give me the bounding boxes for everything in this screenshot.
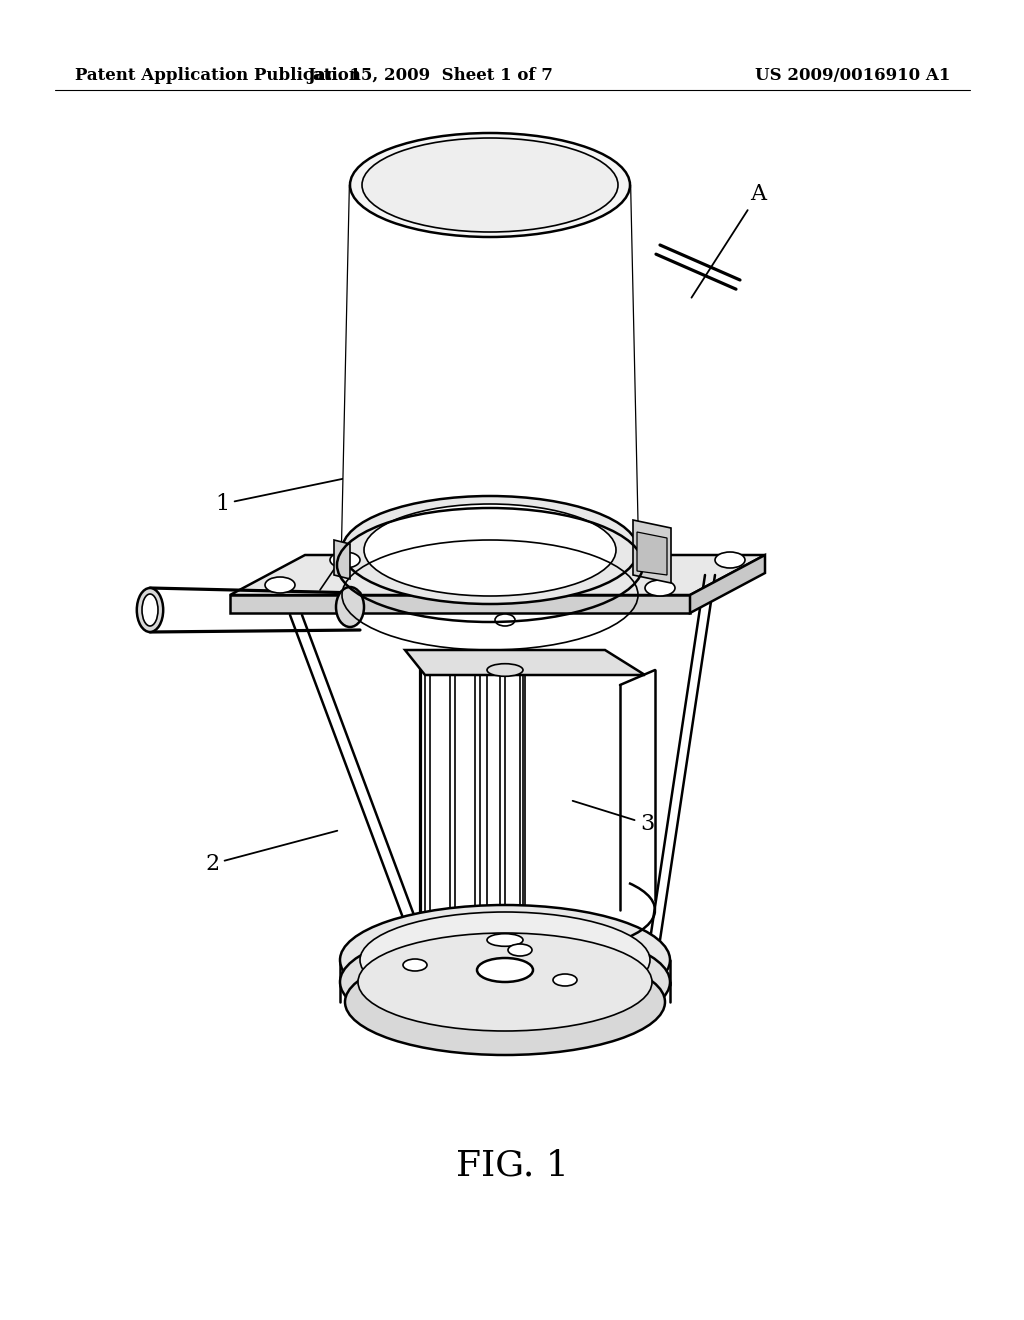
Polygon shape	[406, 649, 645, 675]
Ellipse shape	[362, 139, 618, 232]
Polygon shape	[334, 540, 350, 579]
Ellipse shape	[487, 664, 523, 676]
Polygon shape	[342, 185, 638, 550]
Text: 3: 3	[572, 801, 654, 836]
Ellipse shape	[345, 949, 665, 1055]
Ellipse shape	[495, 614, 515, 626]
Polygon shape	[690, 554, 765, 612]
Ellipse shape	[360, 912, 650, 1008]
Text: Jan. 15, 2009  Sheet 1 of 7: Jan. 15, 2009 Sheet 1 of 7	[307, 66, 553, 83]
Ellipse shape	[330, 552, 360, 568]
Ellipse shape	[342, 496, 638, 605]
Polygon shape	[230, 554, 765, 595]
Ellipse shape	[336, 587, 364, 627]
Ellipse shape	[403, 960, 427, 972]
Text: 2: 2	[205, 830, 337, 875]
Ellipse shape	[137, 587, 163, 632]
Ellipse shape	[645, 579, 675, 597]
Ellipse shape	[364, 504, 616, 597]
Ellipse shape	[358, 933, 652, 1031]
Ellipse shape	[487, 933, 523, 946]
Ellipse shape	[265, 577, 295, 593]
Ellipse shape	[340, 906, 670, 1015]
Polygon shape	[633, 520, 671, 583]
Text: US 2009/0016910 A1: US 2009/0016910 A1	[755, 66, 950, 83]
Polygon shape	[230, 595, 690, 612]
Text: 1: 1	[215, 470, 382, 515]
Text: A: A	[691, 183, 766, 298]
Ellipse shape	[142, 594, 158, 626]
Text: FIG. 1: FIG. 1	[456, 1148, 568, 1181]
Ellipse shape	[340, 927, 670, 1038]
Ellipse shape	[477, 958, 534, 982]
Ellipse shape	[715, 552, 745, 568]
Ellipse shape	[508, 944, 532, 956]
Text: Patent Application Publication: Patent Application Publication	[75, 66, 360, 83]
Ellipse shape	[350, 133, 630, 238]
Ellipse shape	[553, 974, 577, 986]
Polygon shape	[637, 532, 667, 576]
